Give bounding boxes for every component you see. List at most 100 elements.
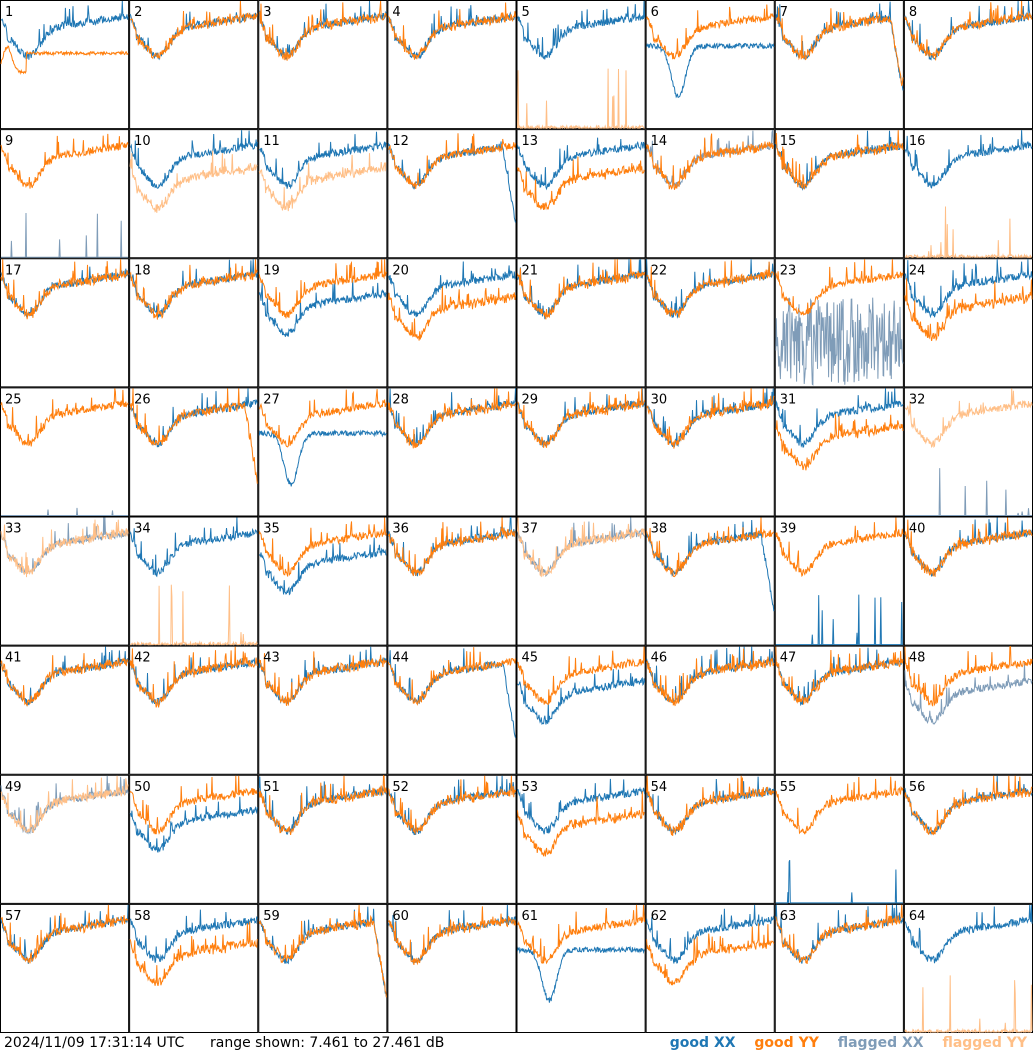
panel-label: 47 [780, 651, 797, 666]
panel-frame [645, 903, 775, 1033]
panel-1: 1 [0, 0, 130, 130]
series-yy-42 [129, 646, 258, 708]
panel-29: 29 [516, 387, 646, 517]
panel-10: 10 [129, 129, 259, 259]
panel-20: 20 [387, 258, 517, 388]
panel-label: 1 [5, 5, 13, 20]
legend-flagged-xx-pol: XX [901, 1035, 924, 1051]
series-yy-31 [775, 413, 904, 471]
series-yy-5 [517, 68, 645, 130]
panel-label: 4 [392, 5, 400, 20]
panel-32: 32 [903, 387, 1033, 517]
panel-62: 62 [645, 903, 775, 1033]
panel-13: 13 [516, 129, 646, 259]
series-xx-61 [517, 945, 645, 1003]
series-yy-62 [646, 923, 775, 986]
panel-label: 59 [263, 909, 280, 924]
panel-frame [516, 774, 646, 904]
panel-label: 23 [780, 263, 797, 278]
panel-25: 25 [0, 387, 130, 517]
panel-30: 30 [645, 387, 775, 517]
series-xx-32 [904, 468, 1032, 516]
panel-40: 40 [903, 516, 1033, 646]
panel-16: 16 [903, 129, 1033, 260]
panel-frame [258, 516, 388, 646]
series-yy-29 [517, 388, 646, 448]
panel-label: 61 [522, 909, 539, 924]
panel-frame [129, 774, 259, 904]
series-xx-10 [129, 130, 258, 189]
range-label: range shown: 7.461 to 27.461 dB [210, 1035, 445, 1051]
panel-label: 6 [651, 5, 659, 20]
panel-label: 8 [909, 5, 917, 20]
series-xx-35 [259, 537, 387, 596]
panel-label: 39 [780, 522, 797, 537]
series-xx-16 [904, 130, 1033, 189]
panel-37: 37 [516, 516, 646, 646]
panel-64: 64 [903, 903, 1033, 1034]
panel-3: 3 [258, 0, 388, 130]
series-yy-58 [129, 921, 258, 987]
series-yy-32 [904, 388, 1033, 449]
panel-label: 34 [134, 522, 151, 537]
panel-22: 22 [645, 258, 775, 388]
panel-label: 32 [909, 392, 926, 407]
series-yy-24 [904, 278, 1033, 342]
panel-19: 19 [258, 258, 388, 388]
series-yy-56 [904, 775, 1033, 836]
series-yy-40 [904, 517, 1033, 577]
series-yy-28 [387, 388, 516, 449]
panel-label: 30 [651, 392, 668, 407]
legend-good-yy: good YY [754, 1035, 823, 1051]
series-xx-13 [517, 137, 646, 191]
series-xx-44 [388, 648, 516, 738]
series-yy-63 [775, 904, 904, 964]
series-yy-41 [0, 653, 129, 707]
panel-frame [387, 774, 517, 904]
series-yy-27 [258, 389, 387, 448]
series-xx-6 [646, 41, 775, 99]
series-yy-2 [129, 0, 258, 60]
panel-frame [774, 774, 904, 904]
panel-frame [516, 129, 646, 259]
series-yy-38 [646, 517, 775, 578]
legend-good-xx: good XX [670, 1035, 741, 1051]
panel-label: 55 [780, 780, 797, 795]
series-yy-53 [517, 791, 645, 857]
panel-label: 63 [780, 909, 797, 924]
series-yy-11 [258, 153, 387, 212]
panel-label: 28 [392, 392, 409, 407]
panel-label: 11 [263, 134, 280, 149]
panel-38: 38 [645, 516, 775, 646]
panel-label: 49 [5, 780, 22, 795]
panel-label: 7 [780, 5, 788, 20]
series-yy-9 [0, 133, 129, 189]
panel-label: 33 [5, 522, 22, 537]
panel-18: 18 [129, 258, 259, 388]
panel-frame [903, 903, 1033, 1033]
series-yy-36 [387, 517, 516, 577]
series-yy-49 [0, 775, 129, 834]
series-yy-46 [646, 648, 775, 707]
panel-label: 29 [522, 392, 539, 407]
panel-label: 53 [522, 780, 539, 795]
legend-flagged-xx-status: flagged [837, 1035, 898, 1051]
panel-55: 55 [774, 774, 904, 904]
panel-7: 7 [774, 0, 904, 130]
panel-31: 31 [774, 387, 904, 517]
series-yy-17 [0, 259, 129, 320]
panel-2: 2 [129, 0, 259, 130]
series-xx-31 [775, 388, 904, 448]
panel-label: 16 [909, 134, 926, 149]
panel-42: 42 [129, 645, 259, 775]
series-yy-6 [646, 4, 774, 60]
panel-label: 19 [263, 263, 280, 278]
panel-frame [129, 903, 259, 1033]
series-yy-8 [904, 0, 1033, 61]
panel-frame [0, 516, 130, 646]
panel-5: 5 [516, 0, 646, 130]
panel-frame [129, 258, 259, 388]
series-xx-1 [0, 0, 129, 60]
panel-frame [774, 516, 904, 646]
series-yy-19 [258, 259, 387, 319]
